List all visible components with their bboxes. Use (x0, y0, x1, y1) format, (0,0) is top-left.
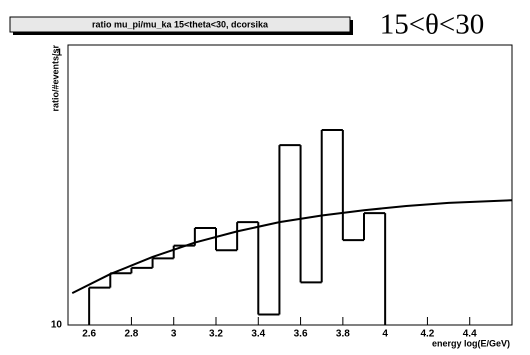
x-tick-label: 4 (382, 329, 388, 340)
x-tick-label: 4.4 (463, 329, 477, 340)
x-axis-label: energy log(E/GeV) (432, 338, 510, 348)
chart-title: ratio mu_pi/mu_ka 15<theta<30, dcorsika (92, 19, 269, 29)
x-tick-label: 3.4 (251, 329, 265, 340)
annotation: 15<θ<30 (380, 9, 485, 41)
plot-frame (67, 44, 513, 326)
fit-curve (71, 199, 513, 294)
y-tick-label: 1 (56, 48, 62, 59)
x-tick-label: 3.8 (336, 329, 350, 340)
x-tick-label: 3.2 (209, 329, 223, 340)
x-tick-label: 3.6 (294, 329, 308, 340)
x-tick-label: 2.8 (124, 329, 138, 340)
title-box (9, 16, 351, 33)
x-tick-label: 2.6 (82, 329, 96, 340)
y-axis-label: ratio/#events/sr (50, 45, 60, 112)
y-tick-label: 10 (51, 320, 63, 331)
x-tick-label: 3 (171, 329, 177, 340)
x-tick-label: 4.2 (420, 329, 434, 340)
